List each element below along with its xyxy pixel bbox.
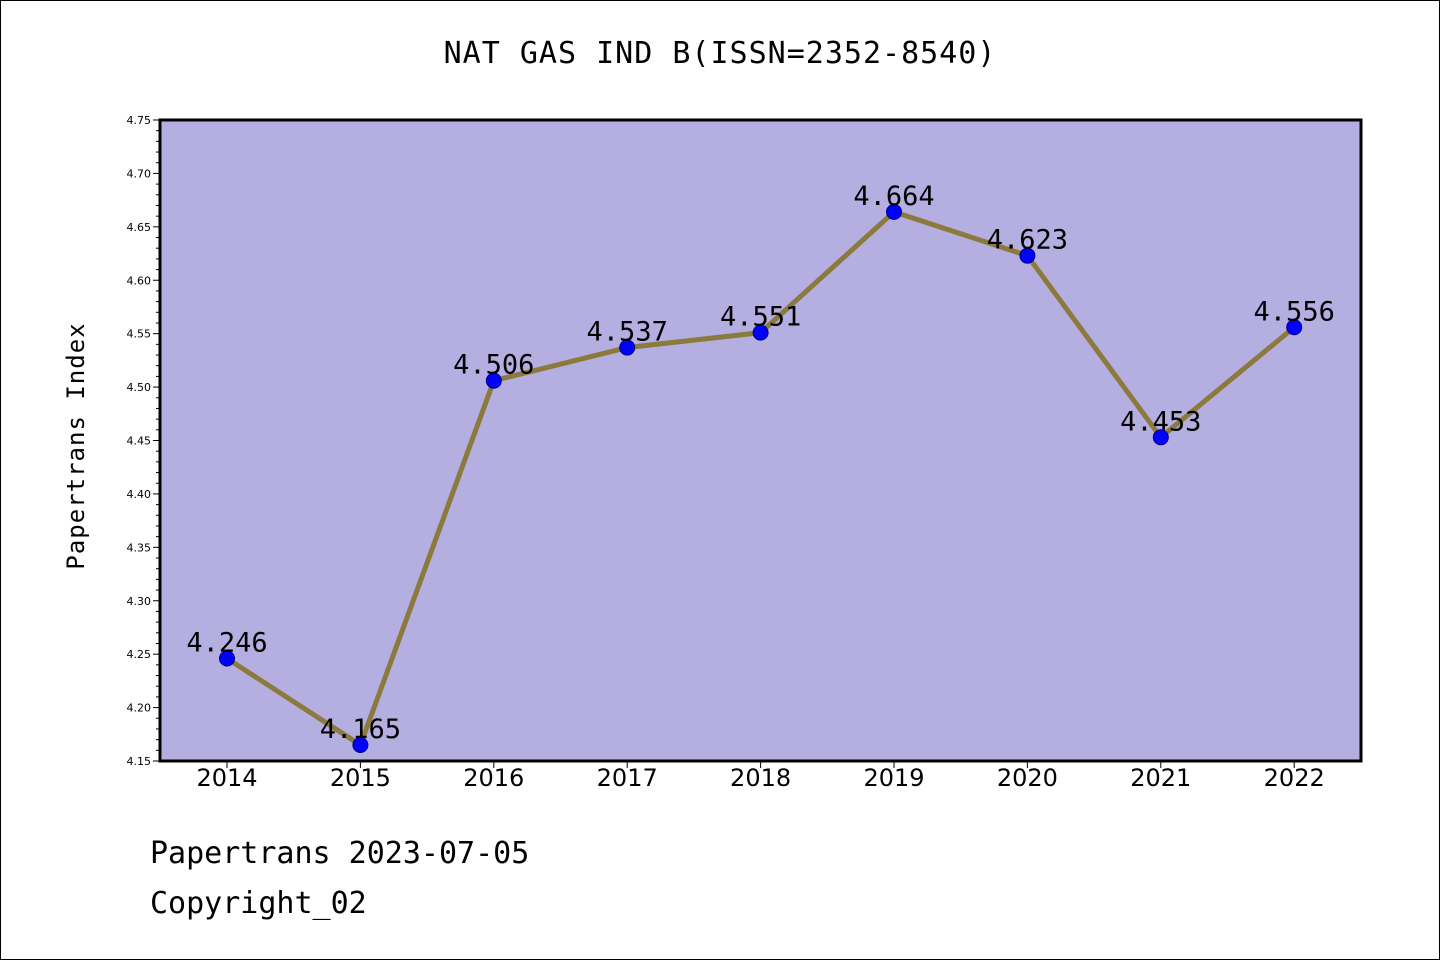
y-tick-label: 4.60 [127,274,152,287]
plot-border [158,118,1363,763]
data-label: 4.165 [320,714,401,745]
data-point [1019,247,1036,264]
data-point [1286,319,1303,336]
data-point [352,736,369,753]
x-axis: 2014 2015 2016 2017 2018 2019 2020 2021 2022 [196,761,1325,792]
data-label: 4.453 [1120,406,1201,437]
data-label: 4.551 [720,302,801,333]
data-label: 4.506 [453,350,534,381]
chart-title: NAT GAS IND B(ISSN=2352-8540) [443,36,997,71]
data-point [485,372,502,389]
x-tick-label: 2019 [863,764,924,792]
x-tick-label: 2017 [597,764,658,792]
data-point [219,650,235,667]
x-tick-label: 2014 [196,764,257,792]
data-point [886,203,902,220]
footer-date: Papertrans 2023-07-05 [150,836,530,871]
data-point [619,339,636,356]
data-labels: 4.246 4.165 4.506 4.537 4.551 4.664 4.623 4.453… [186,181,1334,745]
data-label: 4.664 [853,181,934,212]
data-label: 4.537 [587,317,668,348]
y-tick-label: 4.15 [127,755,152,768]
y-tick-label: 4.45 [127,435,152,448]
y-tick-label: 4.20 [127,702,152,715]
data-label: 4.246 [186,627,267,658]
y-axis: 4.15 4.20 4.25 4.30 4.35 4.40 4.45 4.50 4.55 4.60… [127,114,160,768]
y-tick-label: 4.65 [127,221,152,234]
x-tick-label: 2016 [463,764,524,792]
footer-copyright: Copyright_02 [150,886,367,921]
y-tick-label: 4.40 [127,488,152,501]
x-tick-label: 2018 [730,764,791,792]
data-label: 4.556 [1254,296,1335,327]
y-tick-label: 4.35 [127,541,152,554]
y-tick-label: 4.70 [127,167,152,180]
x-tick-label: 2020 [997,764,1058,792]
x-tick-label: 2022 [1264,764,1325,792]
x-tick-label: 2021 [1130,764,1191,792]
data-label: 4.623 [987,225,1068,256]
y-tick-label: 4.30 [127,595,152,608]
y-tick-label: 4.75 [127,114,152,127]
data-point [752,324,769,341]
plot-area [160,120,1361,761]
x-tick-label: 2015 [330,764,391,792]
data-point [1152,429,1169,446]
series-line-group [219,203,1303,753]
y-tick-label: 4.50 [127,381,152,394]
y-tick-label: 4.25 [127,648,152,661]
y-tick-label: 4.55 [127,328,152,341]
